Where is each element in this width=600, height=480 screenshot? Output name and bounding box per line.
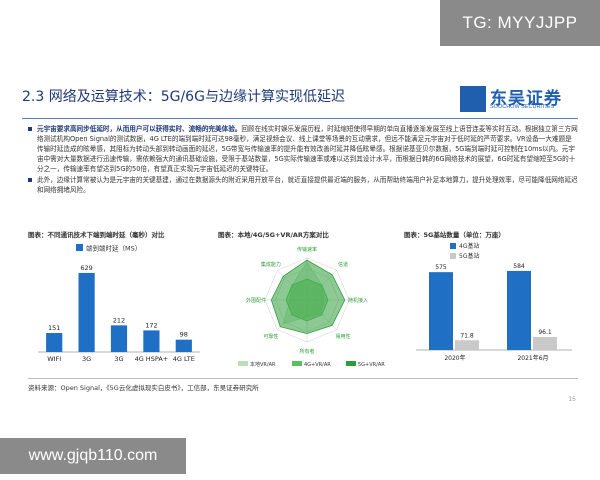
category-label: 3G bbox=[82, 355, 91, 363]
source-note: 资料来源：Open Signal，《5G云化虚拟现实白皮书》，工信部，东吴证券研… bbox=[28, 378, 578, 392]
legend-swatch bbox=[346, 361, 356, 366]
logo-mark-icon bbox=[460, 86, 486, 112]
data-label: 629 bbox=[80, 264, 92, 272]
legend-swatch bbox=[450, 253, 456, 259]
radar-axis-label: 信道 bbox=[338, 261, 348, 268]
latency-bar-chart: 端到端时延（MS） 151 WIFI 629 3G 212 3G 172 4G HSPA+ 98 4… bbox=[38, 244, 200, 363]
title-divider bbox=[22, 118, 578, 119]
bar bbox=[143, 330, 160, 352]
radar-axis-label: 可靠性 bbox=[263, 333, 278, 340]
category-label: WIFI bbox=[47, 355, 61, 363]
legend-label: 5G+VR/AR bbox=[358, 362, 385, 368]
legend-swatch bbox=[450, 243, 456, 249]
bullet-1: 元宇宙要求高同步低延时，从而用户可以获得实时、流畅的完美体验。回顾在线实时娱乐发… bbox=[28, 124, 578, 174]
data-label: 71.8 bbox=[460, 332, 474, 339]
bar bbox=[533, 336, 557, 350]
radar-axis-label: 传输速率 bbox=[297, 246, 317, 253]
fig1-caption: 图表：不同通讯技术下端到端时延（毫秒）对比 bbox=[28, 231, 165, 239]
bar bbox=[429, 272, 453, 350]
bullet-1-bold: 元宇宙要求高同步低延时，从而用户可以获得实时、流畅的完美体验。 bbox=[37, 125, 242, 133]
bar bbox=[78, 272, 95, 352]
radar-axis-label: 易用性 bbox=[336, 333, 351, 340]
bar bbox=[507, 270, 531, 350]
fig3-caption: 图表：5G基站数量（单位：万座） bbox=[404, 231, 505, 239]
data-label: 96.1 bbox=[538, 329, 552, 336]
category-label: 4G HSPA+ bbox=[135, 355, 169, 363]
data-label: 584 bbox=[513, 263, 525, 270]
legend-label: 4G基站 bbox=[459, 242, 479, 250]
bullet-list: 元宇宙要求高同步低延时，从而用户可以获得实时、流畅的完美体验。回顾在线实时娱乐发… bbox=[28, 124, 578, 196]
base-station-bar-chart: 4G基站 5G基站 575 71.8 2020年 584 96.1 2021年6月 bbox=[416, 242, 572, 362]
watermark-top: TG: MYYJJPP bbox=[440, 0, 600, 46]
legend-swatch bbox=[292, 361, 302, 366]
category-label: 2021年6月 bbox=[517, 354, 548, 362]
radar-axis-label: 所有者 bbox=[299, 348, 314, 355]
data-label: 151 bbox=[48, 324, 60, 332]
radar-axis-label: 随机接入 bbox=[348, 297, 368, 304]
data-label: 98 bbox=[180, 331, 188, 339]
page-number: 15 bbox=[568, 396, 576, 403]
bullet-1-text: 回顾在线实时娱乐发展历程，时延缩短使得早期的单向直播逐渐发展至线上语音连麦等实时… bbox=[37, 125, 578, 173]
category-label: 4G LTE bbox=[173, 355, 195, 363]
logo-en: SOOCHOW SECURITIES bbox=[490, 104, 555, 110]
legend-label: 端到端时延（MS） bbox=[86, 244, 141, 253]
legend-label: 本地VR/AR bbox=[250, 361, 276, 368]
fig2-caption: 图表：本地/4G/5G+VR/AR方案对比 bbox=[218, 231, 329, 239]
legend-label: 4G+VR/AR bbox=[304, 362, 331, 368]
watermark-bottom: www.gjqb110.com bbox=[0, 438, 186, 474]
company-logo: 东吴证券 SOOCHOW SECURITIES bbox=[460, 84, 570, 114]
legend-label: 5G基站 bbox=[459, 252, 479, 260]
bar bbox=[175, 339, 192, 352]
data-label: 172 bbox=[145, 321, 157, 329]
radar-series bbox=[270, 259, 346, 335]
legend-swatch bbox=[238, 361, 248, 366]
bullet-2-text: 此外，边缘计算常被认为是元宇宙的关键基建，通过在数据源头的附近采用开放平台，就近… bbox=[37, 176, 578, 194]
bullet-2: 此外，边缘计算常被认为是元宇宙的关键基建，通过在数据源头的附近采用开放平台，就近… bbox=[28, 175, 578, 195]
bar bbox=[455, 340, 479, 350]
radar-axis-label: 外围配件 bbox=[246, 297, 266, 304]
page-title: 2.3 网络及运算技术：5G/6G与边缘计算实现低延迟 bbox=[22, 89, 345, 105]
legend-swatch bbox=[76, 244, 83, 251]
data-label: 575 bbox=[435, 264, 447, 271]
bar bbox=[46, 333, 63, 352]
category-label: 3G bbox=[114, 355, 123, 363]
radar-axis-label: 集成能力 bbox=[261, 261, 281, 268]
bar bbox=[110, 325, 128, 352]
data-label: 212 bbox=[113, 316, 125, 324]
logo-name: 东吴证券 bbox=[490, 89, 562, 109]
category-label: 2020年 bbox=[444, 354, 465, 362]
